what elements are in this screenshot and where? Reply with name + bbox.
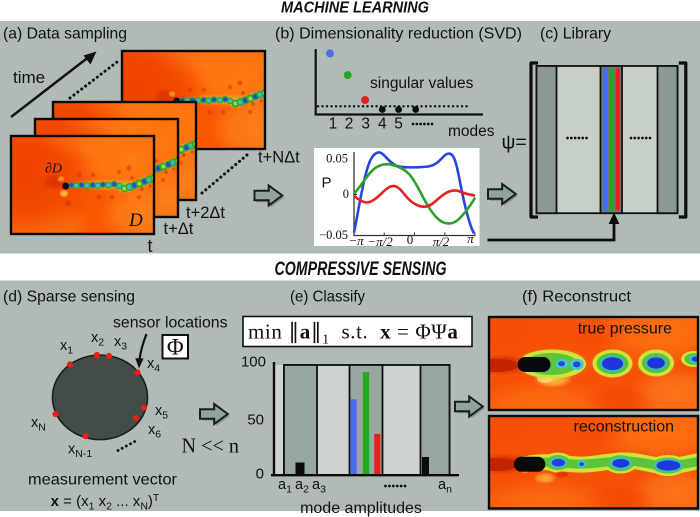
svg-text:(b) Dimensionality reduction (: (b) Dimensionality reduction (SVD) xyxy=(275,26,522,43)
svg-text:(d) Sparse sensing: (d) Sparse sensing xyxy=(3,289,135,306)
svg-text:reconstruction: reconstruction xyxy=(574,419,675,436)
svg-text:COMPRESSIVE SENSING: COMPRESSIVE SENSING xyxy=(275,258,447,280)
svg-text:measurement vector: measurement vector xyxy=(28,472,178,489)
svg-text:π/2: π/2 xyxy=(433,234,450,249)
svg-text:time: time xyxy=(13,68,45,87)
svg-text:0: 0 xyxy=(256,466,264,483)
svg-text:(c) Library: (c) Library xyxy=(540,26,611,43)
svg-text:100: 100 xyxy=(241,354,266,371)
svg-text:2: 2 xyxy=(345,116,354,133)
svg-text:N << n: N << n xyxy=(182,434,240,458)
svg-text:min ∥a∥1 s.t. x = ΦΨa: min ∥a∥1 s.t. x = ΦΨa xyxy=(248,320,458,348)
svg-text:D: D xyxy=(128,210,143,231)
svg-text:∂D: ∂D xyxy=(45,162,62,177)
svg-text:t: t xyxy=(148,236,153,256)
svg-text:mode amplitudes: mode amplitudes xyxy=(300,500,422,517)
svg-text:sensor locations: sensor locations xyxy=(113,315,228,332)
svg-text:(a) Data sampling: (a) Data sampling xyxy=(3,26,127,43)
svg-text:singular values: singular values xyxy=(370,75,474,92)
svg-text:modes: modes xyxy=(448,123,495,140)
svg-text:MACHINE LEARNING: MACHINE LEARNING xyxy=(281,0,429,17)
svg-text:t+2Δt: t+2Δt xyxy=(186,204,225,222)
svg-text:50: 50 xyxy=(247,412,264,429)
svg-text:−π/2: −π/2 xyxy=(367,234,393,249)
svg-text:(f) Reconstruct: (f) Reconstruct xyxy=(522,289,632,306)
svg-text:(e) Classify: (e) Classify xyxy=(290,289,365,306)
svg-text:4: 4 xyxy=(378,116,387,133)
svg-text:5: 5 xyxy=(394,116,403,133)
svg-text:π: π xyxy=(467,231,474,246)
svg-text:−π: −π xyxy=(348,233,364,248)
svg-text:−0.05: −0.05 xyxy=(319,228,348,242)
svg-text:x = (x1 x2 ... xN)T: x = (x1 x2 ... xN)T xyxy=(51,492,160,513)
svg-text:3: 3 xyxy=(361,116,370,133)
svg-text:Φ: Φ xyxy=(167,335,184,360)
svg-text:0: 0 xyxy=(343,187,349,201)
svg-text:ψ=: ψ= xyxy=(502,132,527,154)
svg-text:true pressure: true pressure xyxy=(578,321,672,338)
svg-text:t+NΔt: t+NΔt xyxy=(258,149,300,167)
svg-text:0: 0 xyxy=(407,232,414,247)
svg-text:1: 1 xyxy=(329,116,338,133)
svg-text:0.05: 0.05 xyxy=(326,152,348,166)
svg-text:P: P xyxy=(322,175,332,192)
svg-text:t+Δt: t+Δt xyxy=(164,220,194,238)
